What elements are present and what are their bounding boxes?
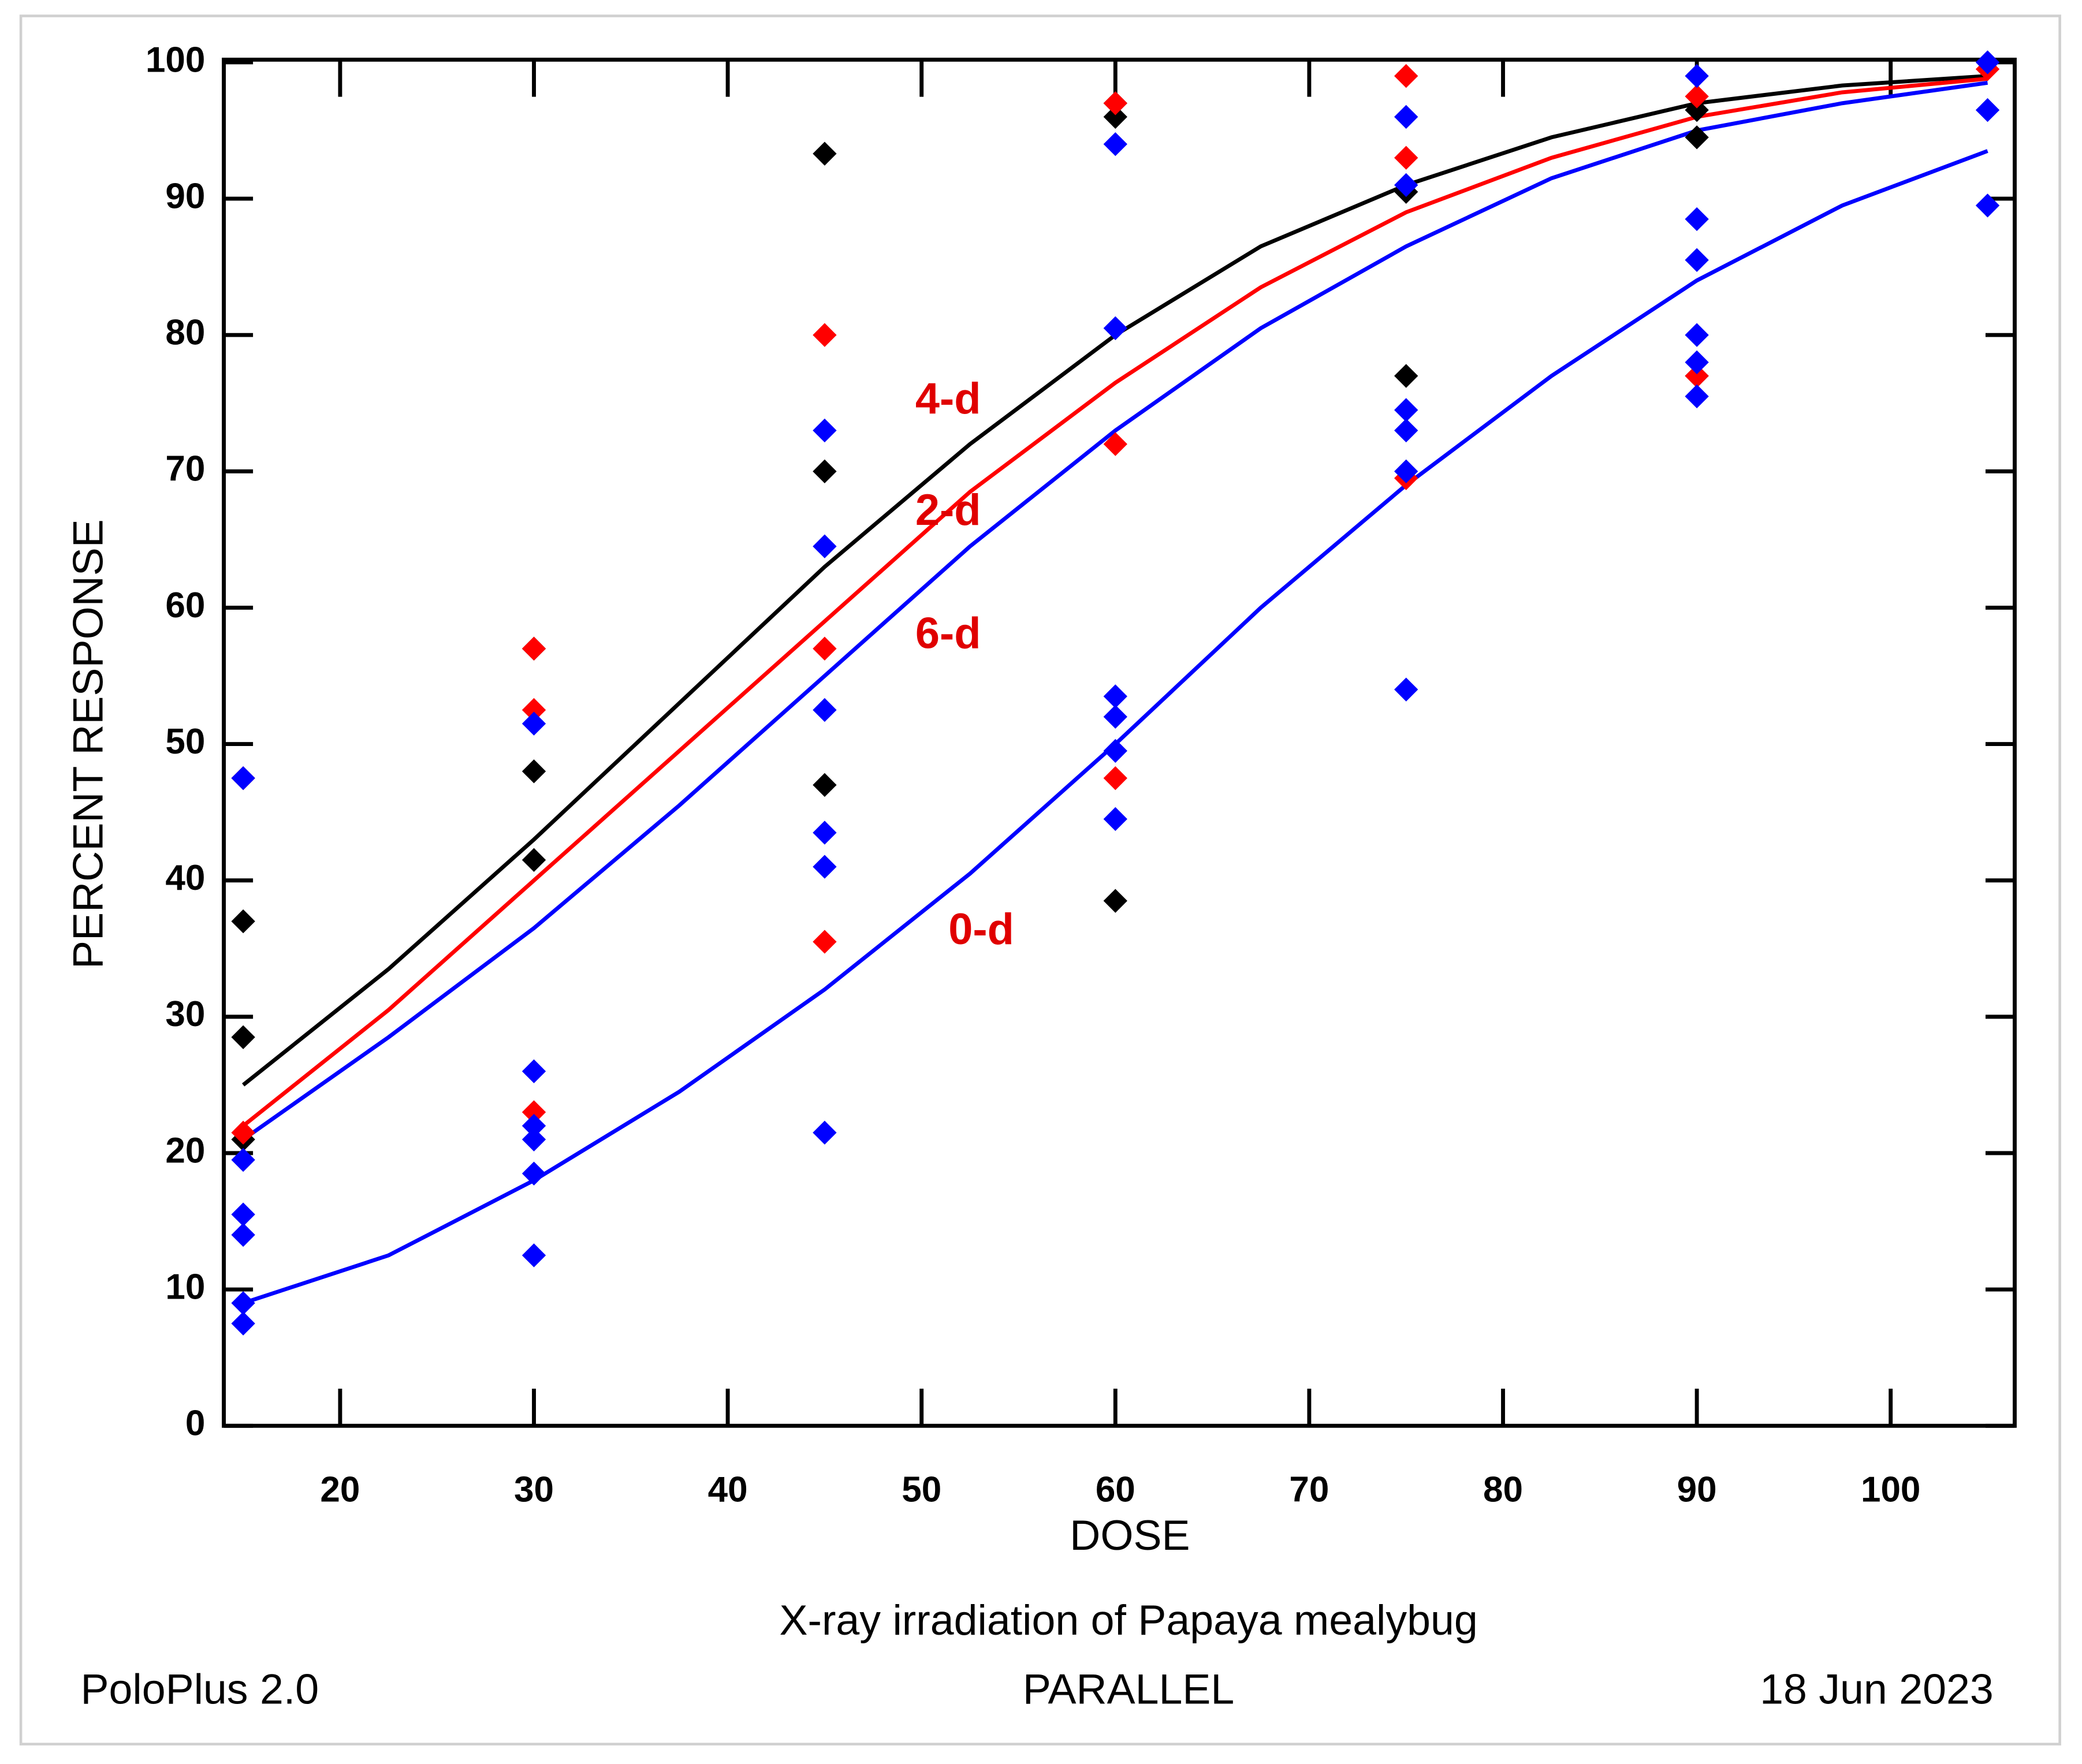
data-point bbox=[1103, 432, 1127, 456]
data-point bbox=[1103, 684, 1127, 708]
data-point bbox=[1103, 766, 1127, 790]
data-point bbox=[1103, 105, 1127, 129]
data-point bbox=[1103, 807, 1127, 831]
data-point bbox=[522, 636, 546, 661]
y-tick-label: 20 bbox=[165, 1131, 205, 1170]
x-tick-label: 40 bbox=[708, 1470, 748, 1509]
data-point bbox=[1103, 889, 1127, 913]
footer-center: PARALLEL bbox=[1023, 1665, 1234, 1713]
data-point bbox=[522, 1059, 546, 1083]
curve-label: 0-d bbox=[948, 905, 1014, 954]
x-tick-label: 30 bbox=[514, 1470, 554, 1509]
curve-label: 6-d bbox=[915, 609, 981, 658]
data-point bbox=[1685, 350, 1709, 375]
data-point bbox=[522, 848, 546, 872]
data-point bbox=[813, 418, 837, 443]
data-point bbox=[1394, 677, 1418, 702]
data-point bbox=[231, 1223, 255, 1247]
data-point bbox=[1685, 125, 1709, 150]
data-point bbox=[1685, 323, 1709, 347]
data-point bbox=[522, 698, 546, 722]
data-point bbox=[1685, 64, 1709, 88]
x-tick-label: 90 bbox=[1677, 1470, 1717, 1509]
data-point bbox=[1975, 98, 2000, 122]
data-point bbox=[1103, 704, 1127, 729]
data-point bbox=[1103, 739, 1127, 763]
data-point bbox=[813, 323, 837, 347]
data-point bbox=[813, 636, 837, 661]
x-tick-label: 70 bbox=[1289, 1470, 1329, 1509]
data-point bbox=[813, 773, 837, 797]
y-tick-label: 50 bbox=[165, 722, 205, 762]
x-tick-label: 50 bbox=[902, 1470, 941, 1509]
data-point bbox=[1103, 91, 1127, 115]
data-point bbox=[813, 698, 837, 722]
data-point bbox=[813, 459, 837, 484]
curve-label: 4-d bbox=[915, 374, 981, 423]
data-point bbox=[231, 1120, 255, 1145]
data-point bbox=[813, 930, 837, 954]
y-axis-label: PERCENT RESPONSE bbox=[64, 519, 111, 969]
footer-right: 18 Jun 2023 bbox=[1760, 1665, 1994, 1713]
data-point bbox=[1975, 193, 2000, 218]
frame bbox=[19, 14, 2061, 1746]
data-point bbox=[1394, 459, 1418, 484]
data-point bbox=[231, 766, 255, 790]
x-tick-label: 100 bbox=[1861, 1470, 1920, 1509]
y-tick-label: 10 bbox=[165, 1267, 205, 1307]
subtitle: X-ray irradiation of Papaya mealybug bbox=[779, 1596, 1477, 1644]
data-point bbox=[231, 1148, 255, 1172]
x-axis-label: DOSE bbox=[1070, 1511, 1190, 1559]
data-point bbox=[1103, 132, 1127, 156]
data-point bbox=[1685, 384, 1709, 409]
data-point bbox=[1394, 364, 1418, 388]
data-point bbox=[1394, 398, 1418, 422]
data-point bbox=[813, 534, 837, 558]
data-point bbox=[1394, 64, 1418, 88]
footer-left: PoloPlus 2.0 bbox=[80, 1665, 319, 1713]
y-tick-label: 30 bbox=[165, 994, 205, 1034]
y-tick-label: 60 bbox=[165, 585, 205, 625]
data-point bbox=[1394, 173, 1418, 197]
data-point bbox=[1394, 105, 1418, 129]
data-point bbox=[522, 711, 546, 736]
data-point bbox=[1685, 98, 1709, 122]
data-point bbox=[1685, 84, 1709, 109]
y-tick-label: 90 bbox=[165, 176, 205, 216]
data-point bbox=[1975, 50, 2000, 74]
data-point bbox=[813, 855, 837, 879]
x-tick-label: 60 bbox=[1096, 1470, 1135, 1509]
y-tick-label: 100 bbox=[146, 40, 205, 80]
data-point bbox=[1394, 418, 1418, 443]
data-point bbox=[231, 1025, 255, 1049]
data-point bbox=[522, 759, 546, 784]
x-tick-label: 80 bbox=[1483, 1470, 1523, 1509]
y-tick-label: 0 bbox=[185, 1404, 205, 1444]
data-point bbox=[813, 821, 837, 845]
y-tick-label: 70 bbox=[165, 449, 205, 489]
curve-label: 2-d bbox=[915, 486, 981, 535]
data-point bbox=[813, 1120, 837, 1145]
data-point bbox=[1685, 207, 1709, 232]
y-tick-label: 80 bbox=[165, 313, 205, 353]
data-point bbox=[1685, 248, 1709, 273]
y-tick-label: 40 bbox=[165, 858, 205, 898]
data-point bbox=[1685, 364, 1709, 388]
data-point bbox=[522, 1100, 546, 1124]
x-tick-label: 20 bbox=[320, 1470, 360, 1509]
data-point bbox=[522, 1127, 546, 1152]
